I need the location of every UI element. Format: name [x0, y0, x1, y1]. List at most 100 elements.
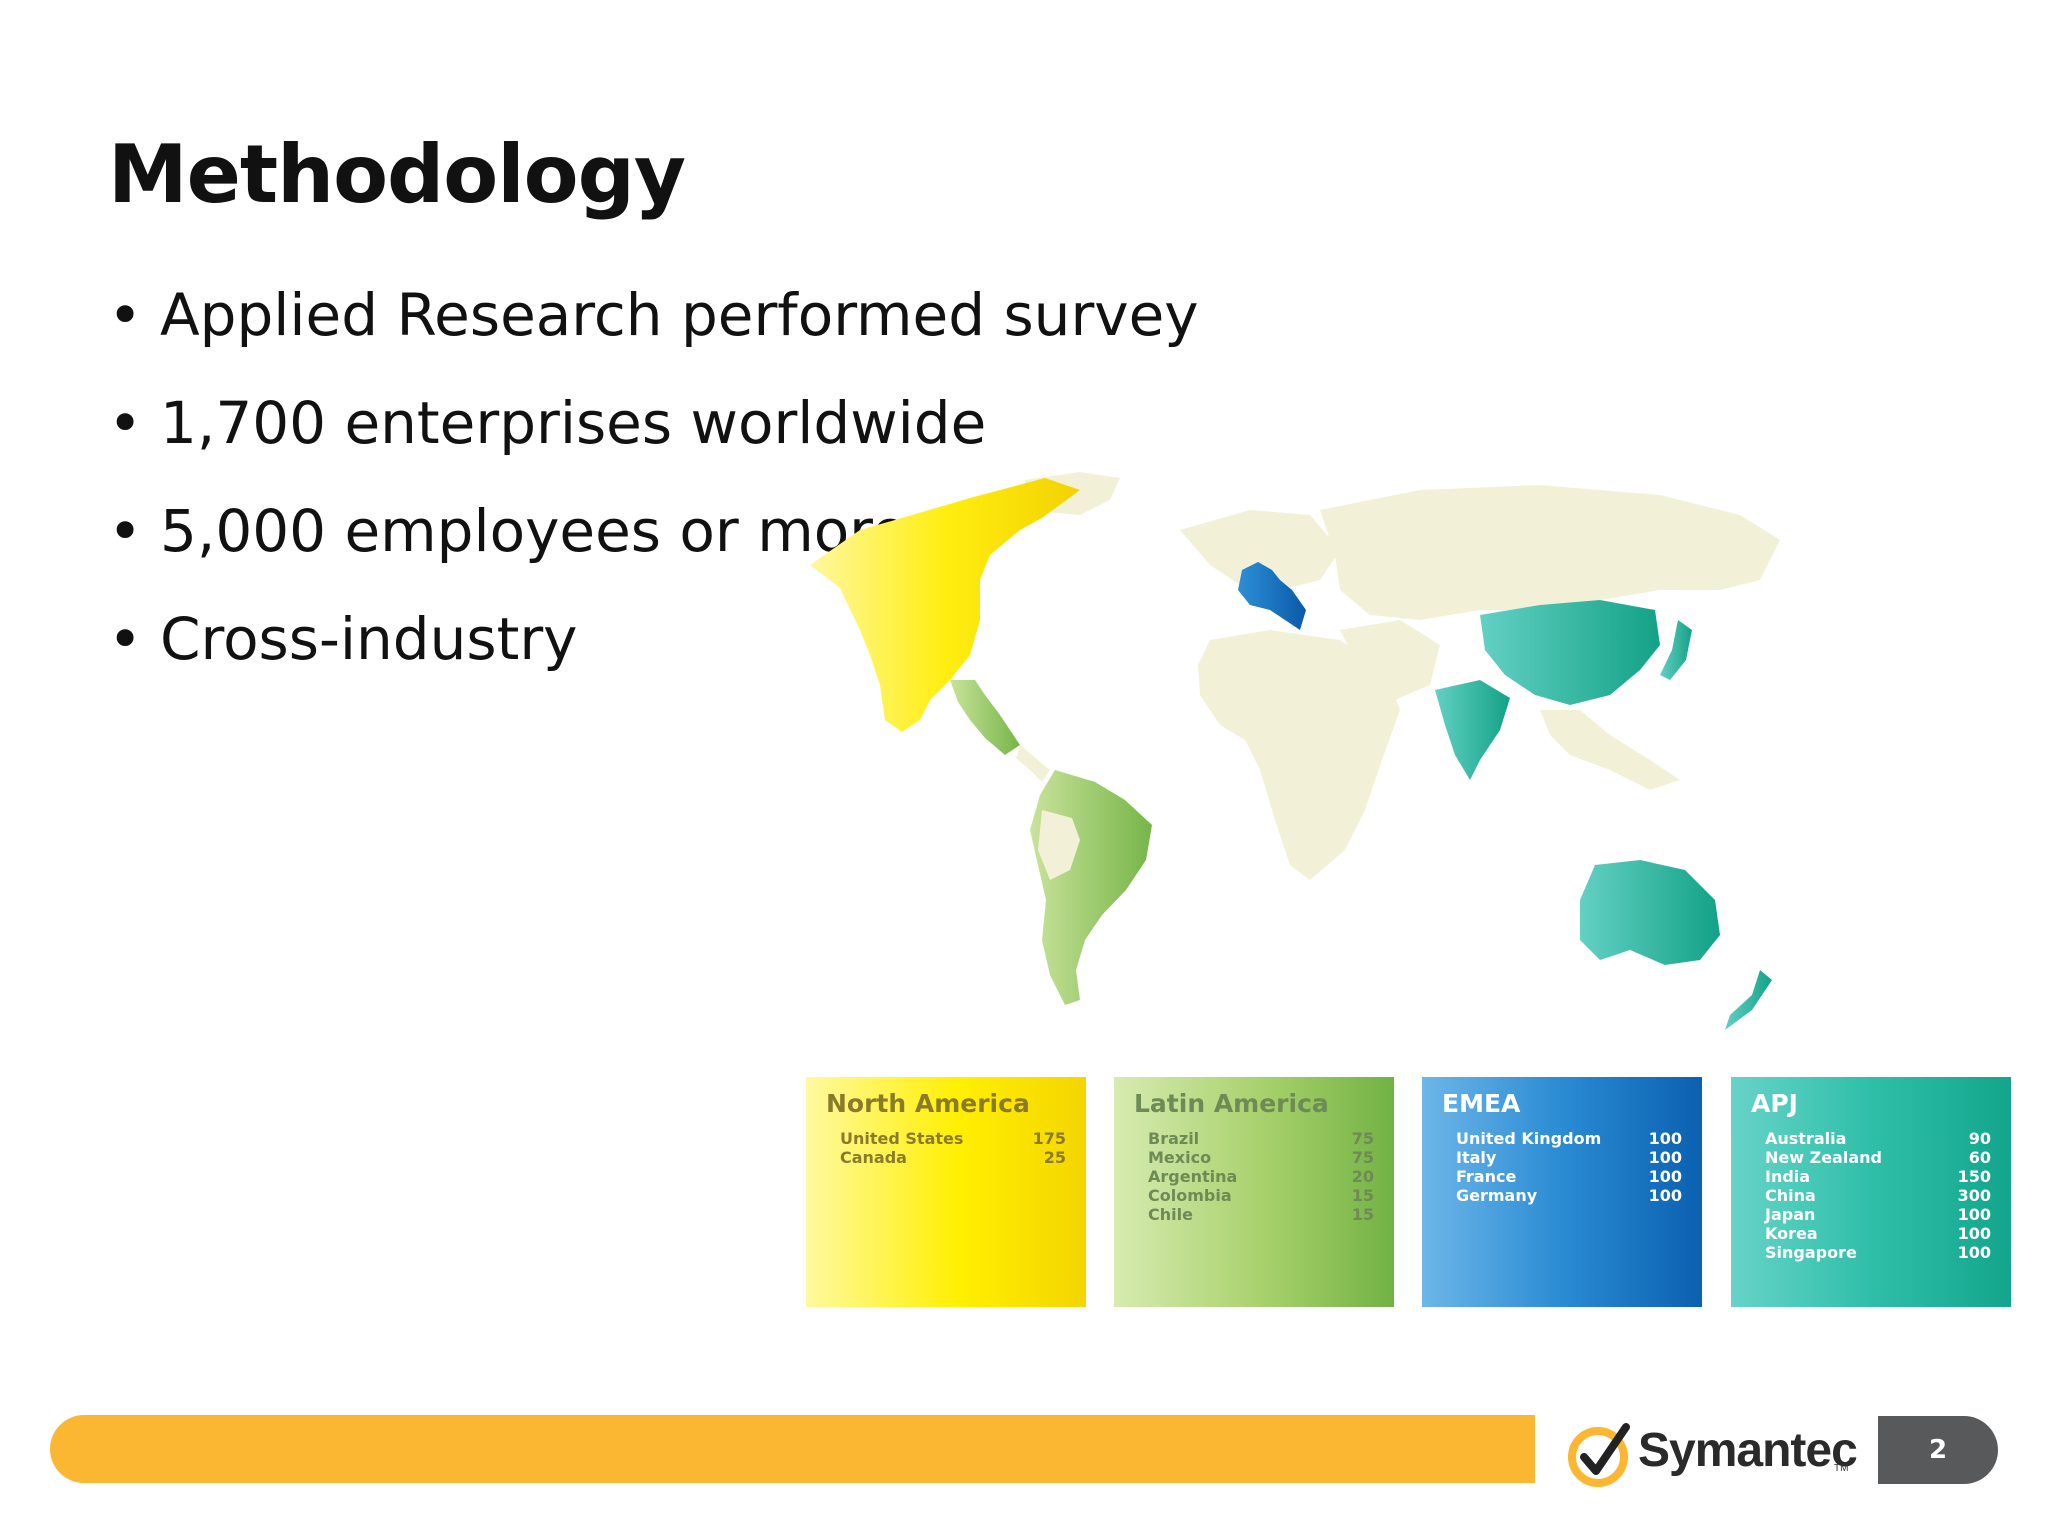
country-name: Germany	[1456, 1186, 1538, 1205]
country-name: France	[1456, 1167, 1517, 1186]
region-row: Korea 100	[1765, 1224, 1991, 1243]
country-name: Argentina	[1148, 1167, 1238, 1186]
country-count: 100	[1648, 1186, 1682, 1205]
trademark-mark: TM	[1834, 1463, 1849, 1474]
china-shape	[1480, 600, 1660, 705]
country-name: Colombia	[1148, 1186, 1232, 1205]
middle-east-shape	[1340, 620, 1440, 700]
region-row: Mexico 75	[1148, 1148, 1374, 1167]
country-count: 100	[1957, 1243, 1991, 1262]
region-row: United Kingdom 100	[1456, 1129, 1682, 1148]
country-name: Brazil	[1148, 1129, 1200, 1148]
region-box-north-america: North America United States 175 Canada 25	[806, 1077, 1086, 1307]
region-box-emea: EMEA United Kingdom 100 Italy 100 France 10…	[1422, 1077, 1702, 1307]
bullet-dot-icon: •	[108, 389, 143, 457]
country-count: 25	[1043, 1148, 1066, 1167]
region-row: Canada 25	[840, 1148, 1066, 1167]
north-america-shape	[810, 478, 1080, 732]
region-row: China 300	[1765, 1186, 1991, 1205]
region-box-apj: APJ Australia 90 New Zealand 60 India 150 C…	[1731, 1077, 2011, 1307]
country-name: Korea	[1765, 1224, 1818, 1243]
region-row: Chile 15	[1148, 1205, 1374, 1224]
country-count: 90	[1968, 1129, 1991, 1148]
region-row: Australia 90	[1765, 1129, 1991, 1148]
region-rows: United Kingdom 100 Italy 100 France 100 Ger…	[1456, 1129, 1682, 1205]
region-rows: Brazil 75 Mexico 75 Argentina 20 Colombia 15…	[1148, 1129, 1374, 1224]
slide-title: Methodology	[108, 128, 686, 221]
country-count: 150	[1957, 1167, 1991, 1186]
south-america-shape	[1030, 770, 1152, 1005]
country-count: 100	[1648, 1167, 1682, 1186]
region-row: France 100	[1456, 1167, 1682, 1186]
country-name: Mexico	[1148, 1148, 1212, 1167]
bullet-item: • 5,000 employees or more	[108, 496, 1199, 604]
country-name: India	[1765, 1167, 1811, 1186]
country-name: China	[1765, 1186, 1816, 1205]
country-name: Canada	[840, 1148, 907, 1167]
country-count: 100	[1648, 1129, 1682, 1148]
region-box-latin-america: Latin America Brazil 75 Mexico 75 Argentin…	[1114, 1077, 1394, 1307]
asia-shape	[1320, 485, 1780, 620]
region-title: APJ	[1751, 1089, 1798, 1118]
country-name: United Kingdom	[1456, 1129, 1602, 1148]
region-row: Japan 100	[1765, 1205, 1991, 1224]
southeast-asia-shape	[1540, 710, 1680, 790]
country-name: Chile	[1148, 1205, 1193, 1224]
symantec-logo: Symantec TM	[1568, 1413, 1858, 1493]
bullet-dot-icon: •	[108, 497, 143, 565]
country-name: New Zealand	[1765, 1148, 1882, 1167]
country-count: 175	[1032, 1129, 1066, 1148]
region-rows: United States 175 Canada 25	[840, 1129, 1066, 1167]
south-america-unsurveyed-shape	[1038, 810, 1080, 880]
country-name: Japan	[1765, 1205, 1816, 1224]
europe-shape	[1180, 510, 1340, 590]
country-count: 60	[1968, 1148, 1991, 1167]
emea-surveyed-shape	[1238, 562, 1306, 630]
bullet-text: Applied Research performed survey	[160, 281, 1199, 349]
country-name: Italy	[1456, 1148, 1497, 1167]
bullet-dot-icon: •	[108, 281, 143, 349]
region-row: Brazil 75	[1148, 1129, 1374, 1148]
world-map	[810, 472, 1780, 1030]
brand-name: Symantec	[1638, 1424, 1858, 1477]
india-shape	[1435, 680, 1510, 780]
bullet-list: • Applied Research performed survey • 1,70…	[108, 280, 1199, 712]
region-title: Latin America	[1134, 1089, 1329, 1118]
bullet-text: 5,000 employees or more	[160, 497, 908, 565]
region-title: North America	[826, 1089, 1030, 1118]
australia-shape	[1580, 860, 1720, 965]
bullet-item: • Cross-industry	[108, 604, 1199, 712]
country-count: 15	[1351, 1186, 1374, 1205]
region-title: EMEA	[1442, 1089, 1521, 1118]
country-name: Singapore	[1765, 1243, 1857, 1262]
bullet-dot-icon: •	[108, 605, 143, 673]
japan-shape	[1660, 620, 1692, 680]
region-row: Germany 100	[1456, 1186, 1682, 1205]
region-row: Colombia 15	[1148, 1186, 1374, 1205]
country-name: Australia	[1765, 1129, 1847, 1148]
country-count: 300	[1957, 1186, 1991, 1205]
bullet-text: Cross-industry	[160, 605, 578, 673]
africa-shape	[1198, 630, 1400, 880]
region-row: Italy 100	[1456, 1148, 1682, 1167]
bullet-item: • 1,700 enterprises worldwide	[108, 388, 1199, 496]
bullet-item: • Applied Research performed survey	[108, 280, 1199, 388]
region-row: Singapore 100	[1765, 1243, 1991, 1262]
country-count: 75	[1351, 1129, 1374, 1148]
region-row: United States 175	[840, 1129, 1066, 1148]
region-row: New Zealand 60	[1765, 1148, 1991, 1167]
central-america-shape	[1016, 745, 1050, 782]
bullet-text: 1,700 enterprises worldwide	[160, 389, 987, 457]
page-number: 2	[1878, 1416, 1998, 1484]
country-name: United States	[840, 1129, 964, 1148]
country-count: 100	[1957, 1205, 1991, 1224]
country-count: 75	[1351, 1148, 1374, 1167]
country-count: 15	[1351, 1205, 1374, 1224]
country-count: 100	[1648, 1148, 1682, 1167]
country-count: 100	[1957, 1224, 1991, 1243]
mexico-shape	[950, 680, 1020, 755]
footer-bar	[50, 1415, 1535, 1483]
checkmark-logo-icon	[1568, 1423, 1630, 1487]
new-zealand-shape	[1725, 970, 1772, 1030]
